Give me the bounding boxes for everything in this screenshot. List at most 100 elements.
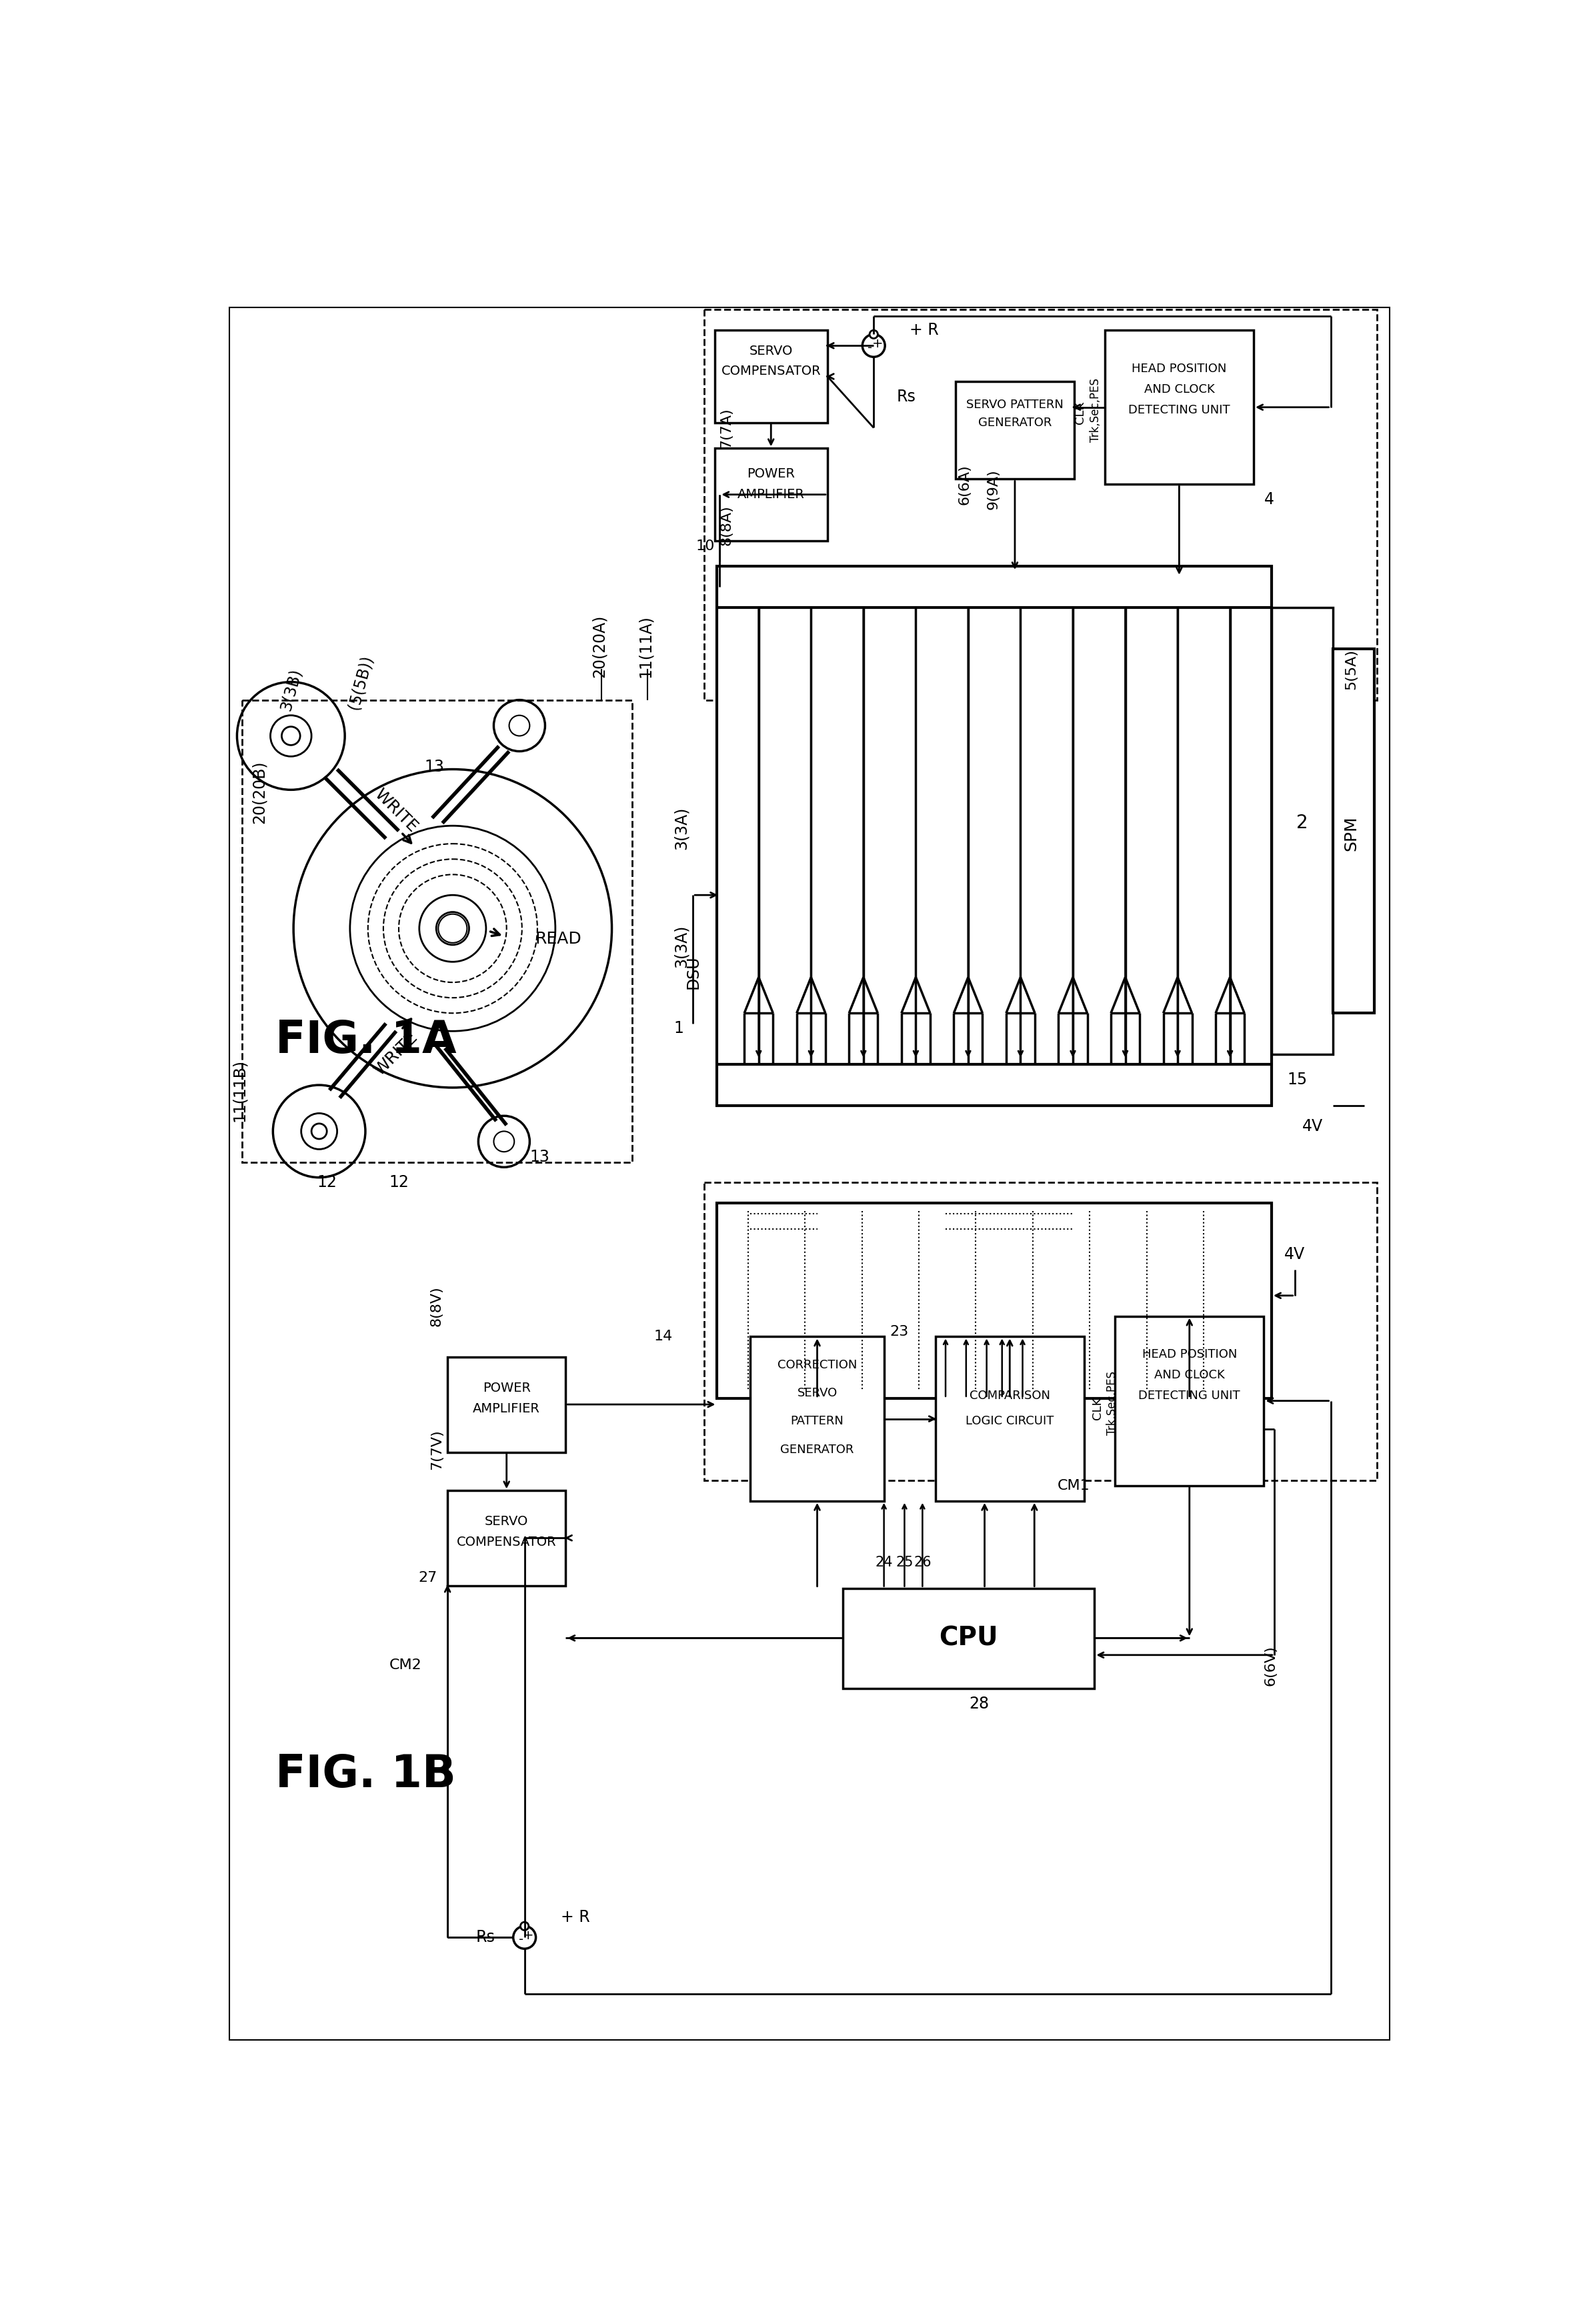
Bar [448, 1490, 566, 1585]
Circle shape [312, 1122, 326, 1139]
Text: READ: READ [535, 930, 582, 946]
Text: 6(6A): 6(6A) [957, 465, 971, 504]
Bar [448, 1357, 566, 1452]
Bar [714, 330, 828, 423]
Text: (5(5B)): (5(5B)) [345, 653, 375, 711]
Circle shape [282, 727, 300, 746]
Text: 27: 27 [418, 1571, 437, 1585]
Text: CLK: CLK [1091, 1397, 1104, 1420]
Text: 4V: 4V [1303, 1118, 1323, 1134]
Text: GENERATOR: GENERATOR [781, 1443, 855, 1455]
Text: 13: 13 [530, 1148, 550, 1164]
Text: Rs: Rs [897, 388, 916, 404]
Text: 12: 12 [317, 1174, 337, 1190]
Text: 14: 14 [654, 1329, 672, 1343]
Text: 28: 28 [968, 1697, 989, 1713]
Text: WRITE: WRITE [372, 786, 421, 834]
Text: CORRECTION: CORRECTION [777, 1360, 856, 1371]
Text: 13: 13 [424, 758, 445, 774]
Text: 3(3A): 3(3A) [673, 806, 689, 851]
Text: SERVO PATTERN: SERVO PATTERN [967, 400, 1063, 411]
Text: 25: 25 [896, 1555, 913, 1569]
Text: 1: 1 [673, 1020, 684, 1037]
Text: SERVO: SERVO [484, 1515, 528, 1527]
Circle shape [520, 1922, 528, 1931]
Text: 5(5A): 5(5A) [1345, 648, 1358, 690]
Text: 20(20B): 20(20B) [251, 760, 268, 825]
Bar [714, 449, 828, 541]
Bar [243, 700, 632, 1162]
Text: POWER: POWER [747, 467, 795, 481]
Text: 20(20A): 20(20A) [591, 614, 607, 679]
Text: 24: 24 [875, 1555, 893, 1569]
Text: POWER: POWER [483, 1383, 530, 1394]
Text: Rs: Rs [476, 1929, 495, 1945]
Text: AND CLOCK: AND CLOCK [1154, 1369, 1225, 1380]
Text: 10: 10 [695, 539, 714, 553]
Text: 2: 2 [1296, 813, 1309, 832]
Text: GENERATOR: GENERATOR [978, 416, 1052, 428]
Text: 8(8A): 8(8A) [719, 504, 733, 546]
Text: DETECTING UNIT: DETECTING UNIT [1139, 1390, 1241, 1401]
Text: + R: + R [910, 323, 938, 339]
Text: 6(6V): 6(6V) [1263, 1645, 1277, 1685]
Bar [956, 381, 1074, 479]
Text: 23: 23 [889, 1325, 908, 1339]
Text: FIG. 1A: FIG. 1A [276, 1018, 457, 1062]
Bar [718, 567, 1271, 1106]
Text: AMPLIFIER: AMPLIFIER [473, 1401, 541, 1415]
Text: 4: 4 [1263, 493, 1274, 507]
Text: -: - [867, 342, 872, 353]
Text: 15: 15 [1287, 1071, 1307, 1088]
Text: HEAD POSITION: HEAD POSITION [1142, 1348, 1236, 1360]
Bar [705, 309, 1377, 700]
Text: SERVO: SERVO [796, 1387, 837, 1399]
Text: 7(7A): 7(7A) [719, 407, 733, 449]
Text: 4V: 4V [1284, 1246, 1306, 1262]
Text: Trk,Sec,PES: Trk,Sec,PES [1107, 1371, 1118, 1436]
Text: COMPENSATOR: COMPENSATOR [457, 1536, 557, 1548]
Bar [1115, 1315, 1263, 1485]
Text: LOGIC CIRCUIT: LOGIC CIRCUIT [965, 1415, 1053, 1427]
Text: FIG. 1B: FIG. 1B [276, 1752, 456, 1796]
Bar [718, 1204, 1271, 1399]
Text: 9(9A): 9(9A) [987, 469, 1000, 509]
Text: CLK: CLK [1074, 402, 1087, 423]
Text: PATTERN: PATTERN [790, 1415, 844, 1427]
Text: AMPLIFIER: AMPLIFIER [738, 488, 804, 502]
Text: WRITE: WRITE [372, 1030, 421, 1078]
Text: +: + [872, 337, 883, 351]
Bar [1271, 607, 1333, 1055]
Text: COMPARISON: COMPARISON [970, 1390, 1050, 1401]
Text: 3(3A): 3(3A) [673, 925, 689, 967]
Text: 8(8V): 8(8V) [431, 1285, 443, 1327]
Text: -: - [519, 1934, 524, 1945]
Text: 11(11B): 11(11B) [232, 1060, 248, 1122]
Text: CM2: CM2 [390, 1659, 423, 1671]
Text: DSU: DSU [684, 955, 700, 990]
Text: CM1: CM1 [1058, 1478, 1090, 1492]
Text: Trk,Sec,PES: Trk,Sec,PES [1090, 379, 1101, 442]
Bar [1333, 648, 1374, 1013]
Text: 3(3B): 3(3B) [278, 667, 304, 713]
Bar [935, 1336, 1085, 1501]
Text: HEAD POSITION: HEAD POSITION [1132, 363, 1227, 374]
Bar [842, 1587, 1094, 1687]
Text: 7(7V): 7(7V) [431, 1429, 443, 1469]
Bar [751, 1336, 885, 1501]
Circle shape [437, 911, 468, 946]
Text: CPU: CPU [940, 1624, 998, 1650]
Text: SPM: SPM [1344, 816, 1359, 851]
Text: 12: 12 [390, 1174, 408, 1190]
Text: SERVO: SERVO [749, 344, 793, 358]
Bar [705, 1183, 1377, 1480]
Text: AND CLOCK: AND CLOCK [1143, 383, 1214, 395]
Text: + R: + R [560, 1908, 590, 1924]
Bar [1105, 330, 1254, 483]
Text: 26: 26 [913, 1555, 932, 1569]
Circle shape [869, 330, 878, 339]
Text: 11(11A): 11(11A) [637, 616, 653, 676]
Text: +: + [522, 1929, 533, 1943]
Text: DETECTING UNIT: DETECTING UNIT [1128, 404, 1230, 416]
Text: COMPENSATOR: COMPENSATOR [721, 365, 822, 376]
